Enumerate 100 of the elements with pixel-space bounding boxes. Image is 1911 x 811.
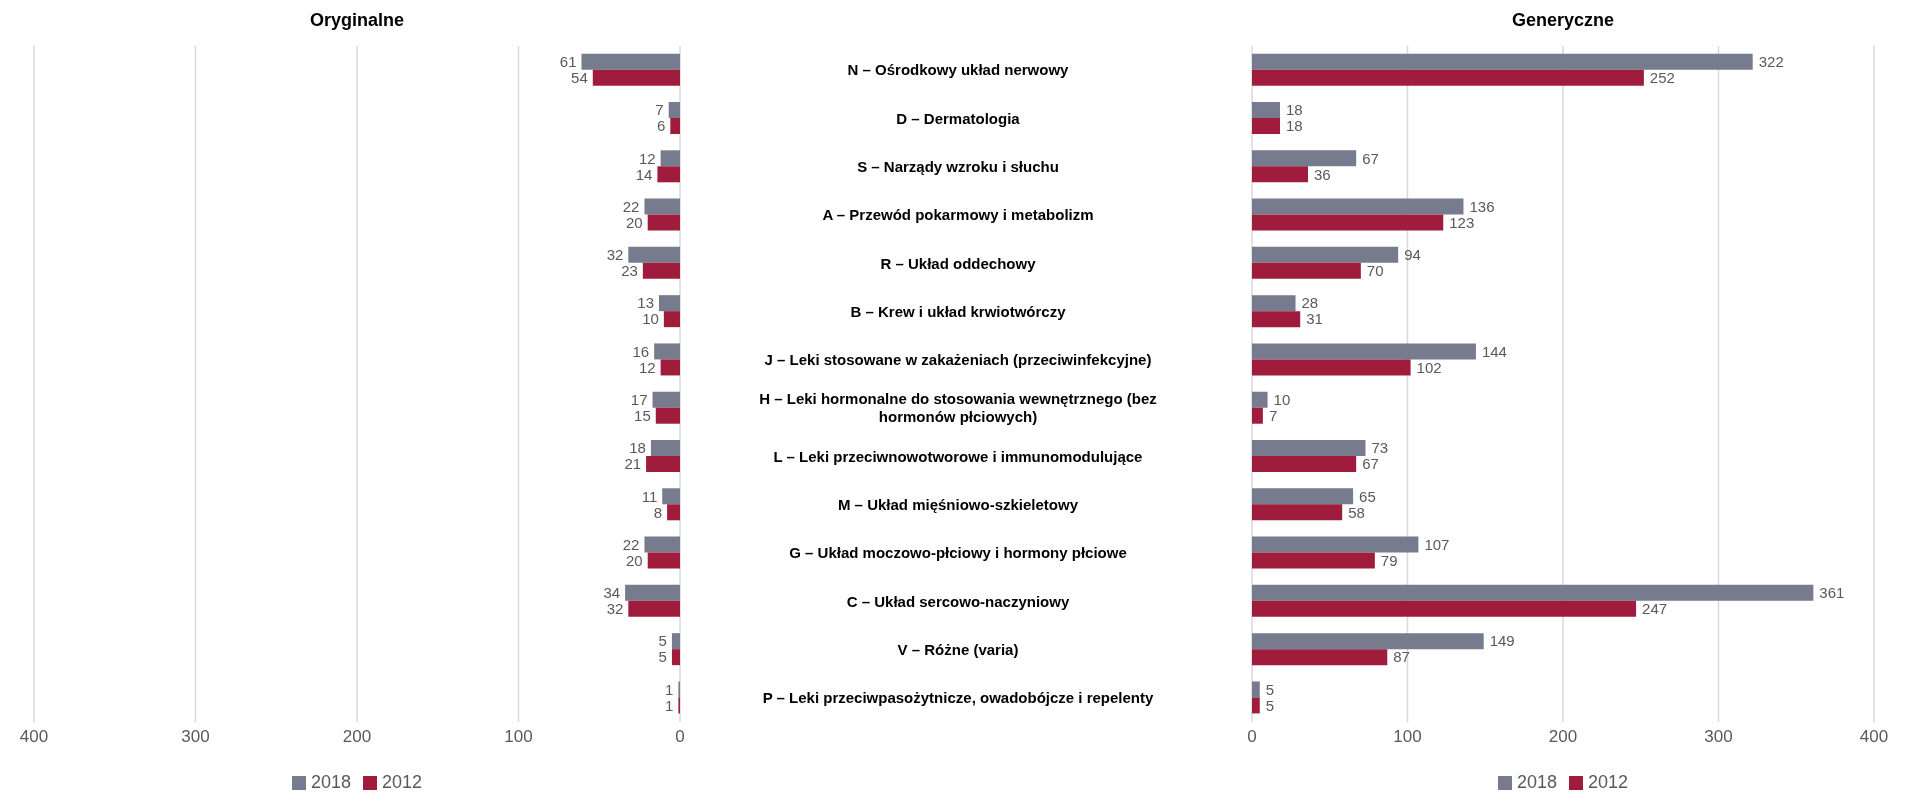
x-tick-label: 200 (1548, 727, 1578, 747)
x-tick-label: 0 (1247, 727, 1257, 747)
data-label: 7 (1268, 406, 1278, 424)
bar (1252, 359, 1411, 376)
y-tick-label: A – Przewód pokarmowy i metabolizm (822, 206, 1094, 224)
bar (1252, 214, 1444, 231)
x-tick-label: 300 (181, 727, 210, 747)
bar (1252, 407, 1263, 424)
y-tick-label: C – Układ sercowo-naczyniowy (846, 592, 1070, 610)
bar (1252, 53, 1753, 70)
bar (667, 504, 680, 521)
bar (1252, 536, 1419, 553)
data-label: 22 (622, 535, 640, 553)
data-label: 1 (665, 696, 674, 714)
data-label: 34 (603, 584, 621, 602)
bar (1252, 488, 1354, 505)
y-tick-label: P – Leki przeciwpasożytnicze, owadobójcze i repelenty (762, 689, 1154, 707)
data-label: 12 (638, 149, 656, 167)
bar (671, 649, 680, 666)
bar (1252, 456, 1357, 473)
bar (1252, 102, 1280, 119)
data-label: 22 (622, 197, 640, 215)
y-tick-label: J – Leki stosowane w zakażeniach (przeciwinfekcyjne) (764, 351, 1152, 369)
data-label: 107 (1424, 535, 1450, 553)
bar (662, 488, 680, 505)
legend-label: 2018 (1515, 772, 1557, 793)
bar (647, 214, 680, 231)
bar (1252, 649, 1388, 666)
data-label: 20 (626, 551, 643, 569)
y-tick-label: V – Różne (varia) (897, 640, 1019, 658)
data-label: 11 (641, 487, 658, 505)
bar (642, 262, 680, 279)
data-label: 5 (658, 648, 667, 666)
data-label: 36 (1313, 165, 1331, 183)
data-label: 361 (1819, 584, 1845, 602)
data-label: 5 (1265, 696, 1275, 714)
data-label: 136 (1469, 197, 1495, 215)
data-label: 20 (626, 213, 643, 231)
data-label: 102 (1416, 358, 1442, 376)
data-label: 31 (1306, 310, 1323, 328)
bar (1252, 198, 1464, 215)
bar (581, 53, 680, 70)
bar (1252, 246, 1399, 263)
bar (660, 150, 680, 167)
data-label: 73 (1371, 439, 1389, 457)
y-tick-label: H – Leki hormonalne do stosowania wewnętrznego (bez hormonów płciowych) (759, 390, 1157, 426)
data-label: 87 (1393, 648, 1410, 666)
y-tick-label: B – Krew i układ krwiotwórczy (850, 302, 1067, 320)
bar (652, 391, 680, 408)
data-label: 252 (1649, 68, 1675, 86)
bar (646, 456, 680, 473)
bar (1252, 118, 1280, 135)
data-label: 322 (1758, 52, 1784, 70)
data-label: 54 (571, 68, 588, 86)
bar (659, 295, 680, 312)
data-label: 18 (1285, 101, 1303, 119)
chart-title: Oryginalne (309, 10, 405, 31)
bar (657, 166, 680, 183)
bar (663, 311, 680, 328)
data-label: 10 (642, 310, 659, 328)
bar (592, 69, 680, 86)
bar (671, 633, 680, 650)
bar (1252, 584, 1814, 601)
bar (647, 552, 680, 569)
x-tick-label: 300 (1704, 727, 1733, 747)
legend-label: 2012 (381, 772, 423, 793)
bar (1252, 295, 1296, 312)
bar (628, 246, 680, 263)
x-tick-label: 0 (675, 727, 685, 747)
bar (628, 600, 680, 617)
y-tick-label: M – Układ mięśniowo-szkieletowy (837, 495, 1079, 513)
legend-label: 2012 (1587, 772, 1629, 793)
data-label: 65 (1359, 487, 1376, 505)
data-label: 70 (1366, 262, 1384, 280)
data-label: 7 (655, 101, 664, 119)
data-label: 94 (1404, 246, 1421, 264)
data-label: 79 (1380, 551, 1398, 569)
data-label: 67 (1362, 455, 1379, 473)
bar (644, 536, 680, 553)
bar (1252, 504, 1343, 521)
data-label: 67 (1362, 149, 1379, 167)
bar (1252, 262, 1361, 279)
bar (660, 359, 680, 376)
data-label: 17 (630, 390, 648, 408)
data-label: 58 (1348, 503, 1365, 521)
x-tick-label: 400 (19, 727, 49, 747)
data-label: 5 (658, 632, 667, 650)
y-tick-label: N – Ośrodkowy układ nerwowy (847, 61, 1070, 79)
bar (625, 584, 680, 601)
bar (1252, 150, 1357, 167)
bar (1252, 343, 1476, 360)
legend-label: 2018 (309, 772, 351, 793)
bar (1252, 440, 1366, 457)
data-label: 23 (621, 262, 638, 280)
data-label: 32 (606, 246, 624, 264)
y-tick-label: R – Układ oddechowy (880, 254, 1037, 272)
data-label: 247 (1642, 600, 1668, 618)
data-label: 8 (653, 503, 663, 521)
x-tick-label: 100 (1393, 727, 1422, 747)
data-label: 12 (638, 358, 656, 376)
